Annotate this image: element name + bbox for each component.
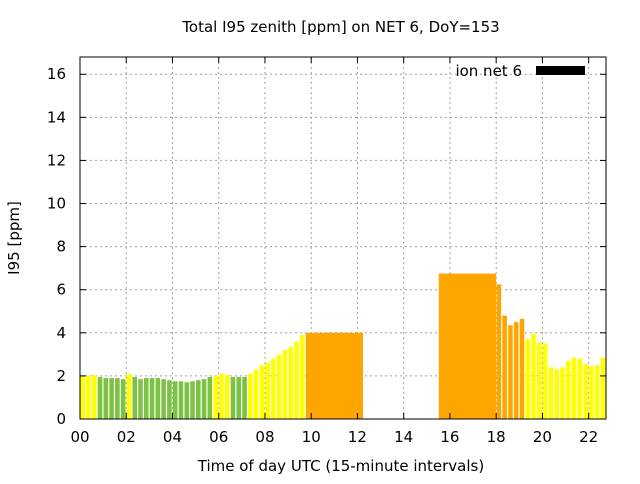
bar xyxy=(288,346,294,419)
bar xyxy=(161,379,166,419)
bar xyxy=(155,378,161,419)
y-tick-label: 14 xyxy=(47,108,66,126)
bar xyxy=(109,378,114,419)
bar xyxy=(97,376,103,419)
y-tick-label: 10 xyxy=(47,195,66,213)
bar xyxy=(149,378,155,419)
bar xyxy=(589,366,594,419)
bar xyxy=(259,365,265,419)
bar xyxy=(571,357,577,419)
y-tick-label: 4 xyxy=(56,324,66,342)
bar xyxy=(294,341,299,419)
x-tick-label: 20 xyxy=(533,428,552,446)
bar xyxy=(305,332,364,419)
x-tick-label: 06 xyxy=(209,428,228,446)
y-tick-label: 6 xyxy=(56,281,66,299)
x-tick-label: 22 xyxy=(579,428,598,446)
bar xyxy=(525,339,531,419)
bar xyxy=(537,342,542,419)
bar xyxy=(248,373,253,419)
bar xyxy=(560,367,565,419)
bar xyxy=(115,378,120,419)
x-tick-label: 04 xyxy=(163,428,182,446)
legend-swatch xyxy=(536,66,585,75)
bar xyxy=(565,360,571,419)
bar xyxy=(143,378,149,419)
bar xyxy=(190,381,195,419)
bar xyxy=(172,381,178,419)
bar xyxy=(138,379,143,419)
bar xyxy=(213,375,218,419)
x-tick-label: 02 xyxy=(117,428,136,446)
bars xyxy=(80,273,606,419)
x-tick-label: 18 xyxy=(487,428,506,446)
bar xyxy=(502,315,507,419)
plot-frame xyxy=(79,56,607,420)
bar xyxy=(224,374,230,419)
bar xyxy=(126,373,132,419)
bar xyxy=(300,334,305,419)
bar xyxy=(271,358,276,419)
y-tick-label: 0 xyxy=(56,410,66,428)
bar xyxy=(219,373,224,419)
bar xyxy=(438,273,496,419)
bar xyxy=(508,325,513,419)
x-tick-label: 12 xyxy=(348,428,367,446)
bar xyxy=(86,375,91,419)
bar xyxy=(178,381,184,419)
bar xyxy=(583,364,588,419)
bar xyxy=(253,369,259,419)
bar xyxy=(282,350,288,419)
bar xyxy=(276,354,282,419)
bar xyxy=(496,284,502,419)
bar xyxy=(184,382,190,419)
bar xyxy=(242,376,247,419)
bar xyxy=(103,378,109,419)
bar xyxy=(201,379,207,419)
x-tick-label: 00 xyxy=(70,428,89,446)
y-tick-label: 8 xyxy=(56,238,66,256)
bar xyxy=(120,379,126,419)
bar xyxy=(513,322,519,419)
bar xyxy=(196,380,201,419)
bar xyxy=(167,380,172,419)
bar xyxy=(132,376,138,419)
bar xyxy=(265,362,270,419)
bar xyxy=(230,376,236,419)
bar xyxy=(594,365,600,419)
chart-title: Total I95 zenith [ppm] on NET 6, DoY=153 xyxy=(181,18,499,36)
bar xyxy=(519,318,525,419)
bar xyxy=(600,357,606,419)
x-axis-label: Time of day UTC (15-minute intervals) xyxy=(197,457,484,475)
bar xyxy=(531,333,536,419)
bar xyxy=(80,375,85,419)
bar xyxy=(542,343,548,419)
x-tick-label: 14 xyxy=(394,428,413,446)
grid-lines xyxy=(80,57,606,419)
bar xyxy=(236,376,242,419)
bar xyxy=(207,376,213,419)
bar xyxy=(554,369,559,419)
bar xyxy=(91,374,97,419)
x-tick-label: 10 xyxy=(302,428,321,446)
bar xyxy=(577,358,583,419)
legend-label: ion net 6 xyxy=(455,62,522,80)
legend: ion net 6 xyxy=(455,62,585,80)
bar xyxy=(548,367,554,419)
y-tick-label: 12 xyxy=(47,151,66,169)
y-tick-label: 2 xyxy=(56,367,66,385)
x-tick-label: 16 xyxy=(440,428,459,446)
x-tick-label: 08 xyxy=(255,428,274,446)
y-tick-label: 16 xyxy=(47,65,66,83)
y-axis-label: I95 [ppm] xyxy=(5,201,23,275)
